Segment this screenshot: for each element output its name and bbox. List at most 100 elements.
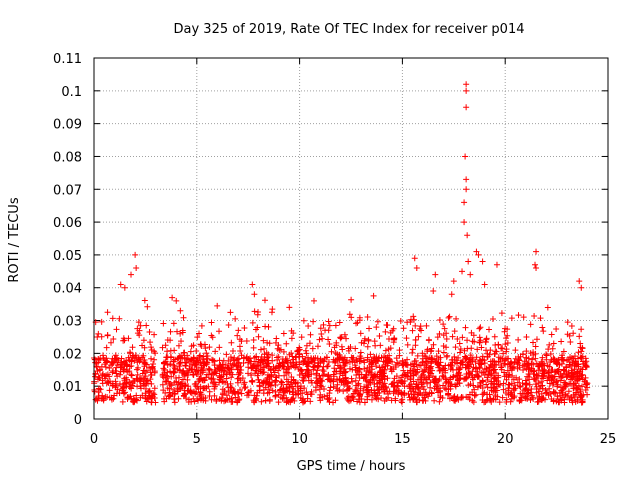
roti-point [228,339,235,346]
roti-point [309,345,316,352]
roti-point [361,337,368,344]
roti-point [354,357,361,364]
roti-point [308,377,315,384]
roti-point [578,326,585,333]
roti-point [430,341,437,348]
roti-point [123,357,130,364]
roti-point [109,382,116,389]
roti-point [146,387,153,394]
roti-point [421,352,428,359]
roti-point [211,362,218,369]
roti-point [170,369,177,376]
roti-point [170,386,177,393]
roti-point [119,398,126,405]
roti-point [560,348,567,355]
roti-point [330,377,337,384]
roti-point [245,356,252,363]
roti-point [373,324,380,331]
roti-point [290,385,297,392]
roti-point [477,324,484,331]
roti-point [352,345,359,352]
roti-point [333,376,340,383]
roti-point [526,364,533,371]
roti-point [181,390,188,397]
roti-point [489,316,496,323]
roti-point [147,376,154,383]
roti-point [361,373,368,380]
roti-point [227,309,234,316]
roti-point [96,367,103,374]
roti-point [535,363,542,370]
roti-point [385,394,392,401]
roti-point [341,331,348,338]
roti-point [221,398,228,405]
roti-point [558,338,565,345]
roti-point [208,396,215,403]
roti-point [501,357,508,364]
roti-point [204,359,211,366]
x-tick-label: 10 [291,432,308,447]
roti-point [314,343,321,350]
roti-point [560,357,567,364]
roti-point [579,399,586,406]
roti-point [520,314,527,321]
roti-point [501,328,508,335]
roti-point [503,399,510,406]
roti-point [453,315,460,322]
roti-point [366,325,373,332]
roti-point [440,321,447,328]
roti-point [397,318,404,325]
roti-point [232,315,239,322]
roti-point [325,359,332,366]
roti-point [116,380,123,387]
roti-point [255,333,262,340]
roti-point [190,342,197,349]
roti-point [562,383,569,390]
roti-point [390,336,397,343]
roti-point [381,367,388,374]
roti-point [213,396,220,403]
roti-point [463,186,470,193]
roti-point [253,353,260,360]
roti-point [291,397,298,404]
roti-point [206,344,213,351]
roti-point [312,387,319,394]
roti-point [183,360,190,367]
roti-point [490,366,497,373]
roti-point [450,373,457,380]
roti-point [198,364,205,371]
roti-point [530,395,537,402]
roti-point [217,364,224,371]
roti-point [435,361,442,368]
roti-point [326,341,333,348]
roti-point [579,366,586,373]
roti-point [164,361,171,368]
roti-point [508,395,515,402]
roti-point [216,396,223,402]
roti-point [193,347,200,354]
roti-point [531,375,538,382]
roti-point [517,353,524,360]
roti-point [147,339,154,346]
roti-point [137,394,144,401]
roti-point [205,383,212,390]
roti-point [532,355,539,362]
roti-point [148,344,155,351]
roti-point [235,327,242,334]
roti-point [503,346,510,353]
roti-point [146,329,153,336]
roti-point [478,369,485,376]
roti-point [410,313,417,320]
roti-point [411,255,418,262]
roti-point [113,326,120,333]
roti-point [305,363,312,370]
roti-point [104,309,111,316]
roti-point [384,375,391,382]
roti-point [285,378,292,385]
roti-point [240,359,247,366]
roti-point [320,321,327,328]
roti-point [187,348,194,355]
roti-point [479,258,486,265]
roti-point [234,379,241,386]
